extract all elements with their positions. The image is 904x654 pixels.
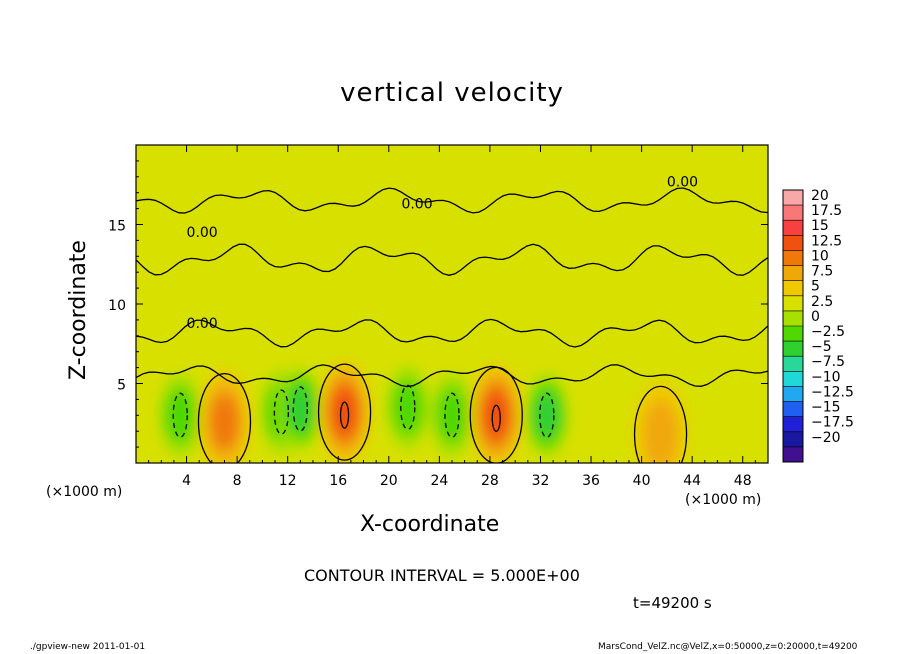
- x-tick-label: 8: [233, 473, 242, 489]
- downdraft-blob: [436, 386, 468, 444]
- colorbar-swatch: [783, 235, 803, 251]
- colorbar-label: −10: [811, 369, 841, 385]
- contour-line: [633, 385, 688, 463]
- x-tick-label: 24: [430, 473, 448, 489]
- y-tick-label: 10: [108, 298, 126, 314]
- colorbar-label: 12.5: [811, 233, 842, 249]
- colorbar-label: 7.5: [811, 264, 833, 280]
- colorbar-swatch: [783, 220, 803, 236]
- x-tick-label: 20: [380, 473, 398, 489]
- downdraft-blob: [164, 386, 196, 444]
- colorbar-swatch: [783, 310, 803, 327]
- x-tick-label: 44: [683, 473, 701, 489]
- colorbar-swatch: [783, 265, 803, 282]
- x-tick-label: 36: [582, 473, 600, 489]
- x-tick-label: 12: [279, 473, 297, 489]
- colorbar-label: 17.5: [811, 203, 842, 219]
- colorbar-label: 20: [811, 188, 829, 204]
- zero-contour: [136, 187, 768, 214]
- downdraft-blob: [533, 392, 560, 438]
- colorbar-swatch: [783, 326, 803, 342]
- contour-value-label: 0.00: [667, 174, 698, 190]
- colorbar-label: 5: [811, 279, 820, 295]
- colorbar-swatch: [783, 356, 803, 372]
- colorbar-label: −7.5: [811, 354, 845, 370]
- y-axis-label: Z-coordinate: [66, 240, 91, 380]
- colorbar-label: 0: [811, 309, 820, 325]
- contour-line-negative: [400, 384, 416, 431]
- zero-contour: [136, 318, 768, 348]
- y-tick-label: 15: [108, 219, 126, 235]
- x-unit-label-left: (×1000 m): [46, 484, 123, 500]
- colorbar-label: 2.5: [811, 294, 833, 310]
- contour-value-label: 0.00: [187, 225, 218, 241]
- colorbar-swatch: [783, 386, 803, 403]
- contour-interval-text: CONTOUR INTERVAL = 5.000E+00: [304, 566, 580, 585]
- colorbar-swatch: [783, 431, 803, 448]
- colorbar-swatch: [783, 250, 803, 267]
- x-tick-label: 40: [633, 473, 651, 489]
- time-label: t=49200 s: [633, 594, 712, 612]
- colorbar-label: 15: [811, 218, 829, 234]
- zero-contour: [136, 364, 768, 388]
- x-tick-label: 4: [182, 473, 191, 489]
- downdraft-blob: [287, 386, 314, 432]
- zero-contour: [136, 243, 768, 276]
- colorbar-swatch: [783, 371, 803, 387]
- updraft-blob: [484, 393, 508, 438]
- colorbar-swatch: [783, 190, 803, 206]
- colorbar-label: −17.5: [811, 415, 854, 431]
- chart-title: vertical velocity: [340, 78, 564, 108]
- colorbar-swatch: [783, 205, 803, 221]
- x-tick-label: 48: [734, 473, 752, 489]
- x-tick-label: 28: [481, 473, 499, 489]
- colorbar-swatch: [783, 401, 803, 418]
- contour-line: [197, 373, 252, 463]
- updraft-blob: [332, 390, 357, 435]
- updraft-blob: [643, 400, 679, 463]
- contour-line-negative: [273, 389, 290, 435]
- colorbar-swatch: [783, 280, 803, 297]
- contour-line-negative: [444, 392, 460, 438]
- colorbar-label: −5: [811, 339, 832, 355]
- contour-line-negative: [172, 392, 188, 438]
- colorbar-swatch: [783, 416, 803, 433]
- y-tick-label: 5: [117, 378, 126, 394]
- colorbar-label: −15: [811, 400, 841, 416]
- x-unit-label-right: (×1000 m): [685, 492, 762, 508]
- downdraft-blob: [392, 378, 424, 436]
- x-axis-label: X-coordinate: [360, 512, 500, 537]
- colorbar-swatch: [783, 295, 803, 312]
- contour-value-label: 0.00: [401, 197, 432, 213]
- contour-line-negative: [539, 392, 555, 438]
- contour-line: [491, 404, 501, 432]
- contour-line: [339, 401, 350, 429]
- colorbar-label: 10: [811, 248, 829, 264]
- x-tick-label: 32: [532, 473, 550, 489]
- contour-value-label: 0.00: [187, 316, 218, 332]
- footer-left: ./gpview-new 2011-01-01: [30, 642, 146, 652]
- footer-right: MarsCond_VelZ.nc@VelZ,x=0:50000,z=0:2000…: [598, 642, 858, 652]
- colorbar-label: −12.5: [811, 384, 854, 400]
- colorbar-label: −20: [811, 430, 841, 446]
- updraft-blob: [210, 395, 239, 449]
- contour-line: [317, 363, 372, 461]
- contour-line-negative: [292, 386, 308, 432]
- colorbar-label: −2.5: [811, 324, 845, 340]
- colorbar-swatch: [783, 341, 803, 357]
- colorbar-swatch: [783, 446, 803, 463]
- x-tick-label: 16: [329, 473, 347, 489]
